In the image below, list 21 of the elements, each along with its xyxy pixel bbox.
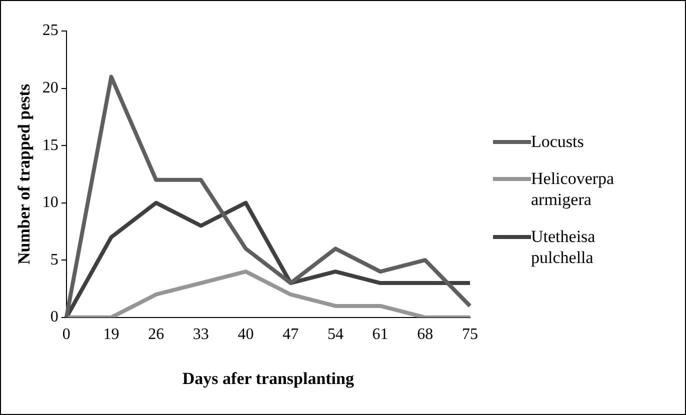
y-tick-label: 0 (50, 308, 58, 326)
y-tick-label: 5 (50, 251, 58, 268)
x-tick-label: 26 (148, 326, 164, 344)
x-tick-label: 61 (372, 326, 388, 344)
x-tick-label: 54 (327, 326, 344, 344)
y-tick-label: 20 (42, 79, 58, 96)
legend-label: Utetheisa pulchella (531, 226, 596, 268)
x-tick-label: 75 (462, 326, 478, 344)
y-tick-label: 15 (42, 136, 58, 154)
legend-label: Locusts (531, 131, 584, 152)
x-tick-label: 47 (282, 326, 299, 344)
y-tick-label: 25 (42, 22, 58, 40)
x-tick-label: 68 (417, 326, 434, 344)
x-tick-label: 40 (238, 326, 254, 344)
x-axis-title: Days afer transplanting (182, 369, 354, 388)
x-tick-label: 19 (103, 326, 120, 344)
y-axis-title: Number of trapped pests (14, 84, 34, 264)
legend-label: Helicoverpa armigera (531, 168, 616, 210)
x-tick-label: 33 (192, 326, 209, 344)
x-tick-label: 0 (62, 326, 70, 344)
y-tick-label: 10 (42, 194, 58, 212)
